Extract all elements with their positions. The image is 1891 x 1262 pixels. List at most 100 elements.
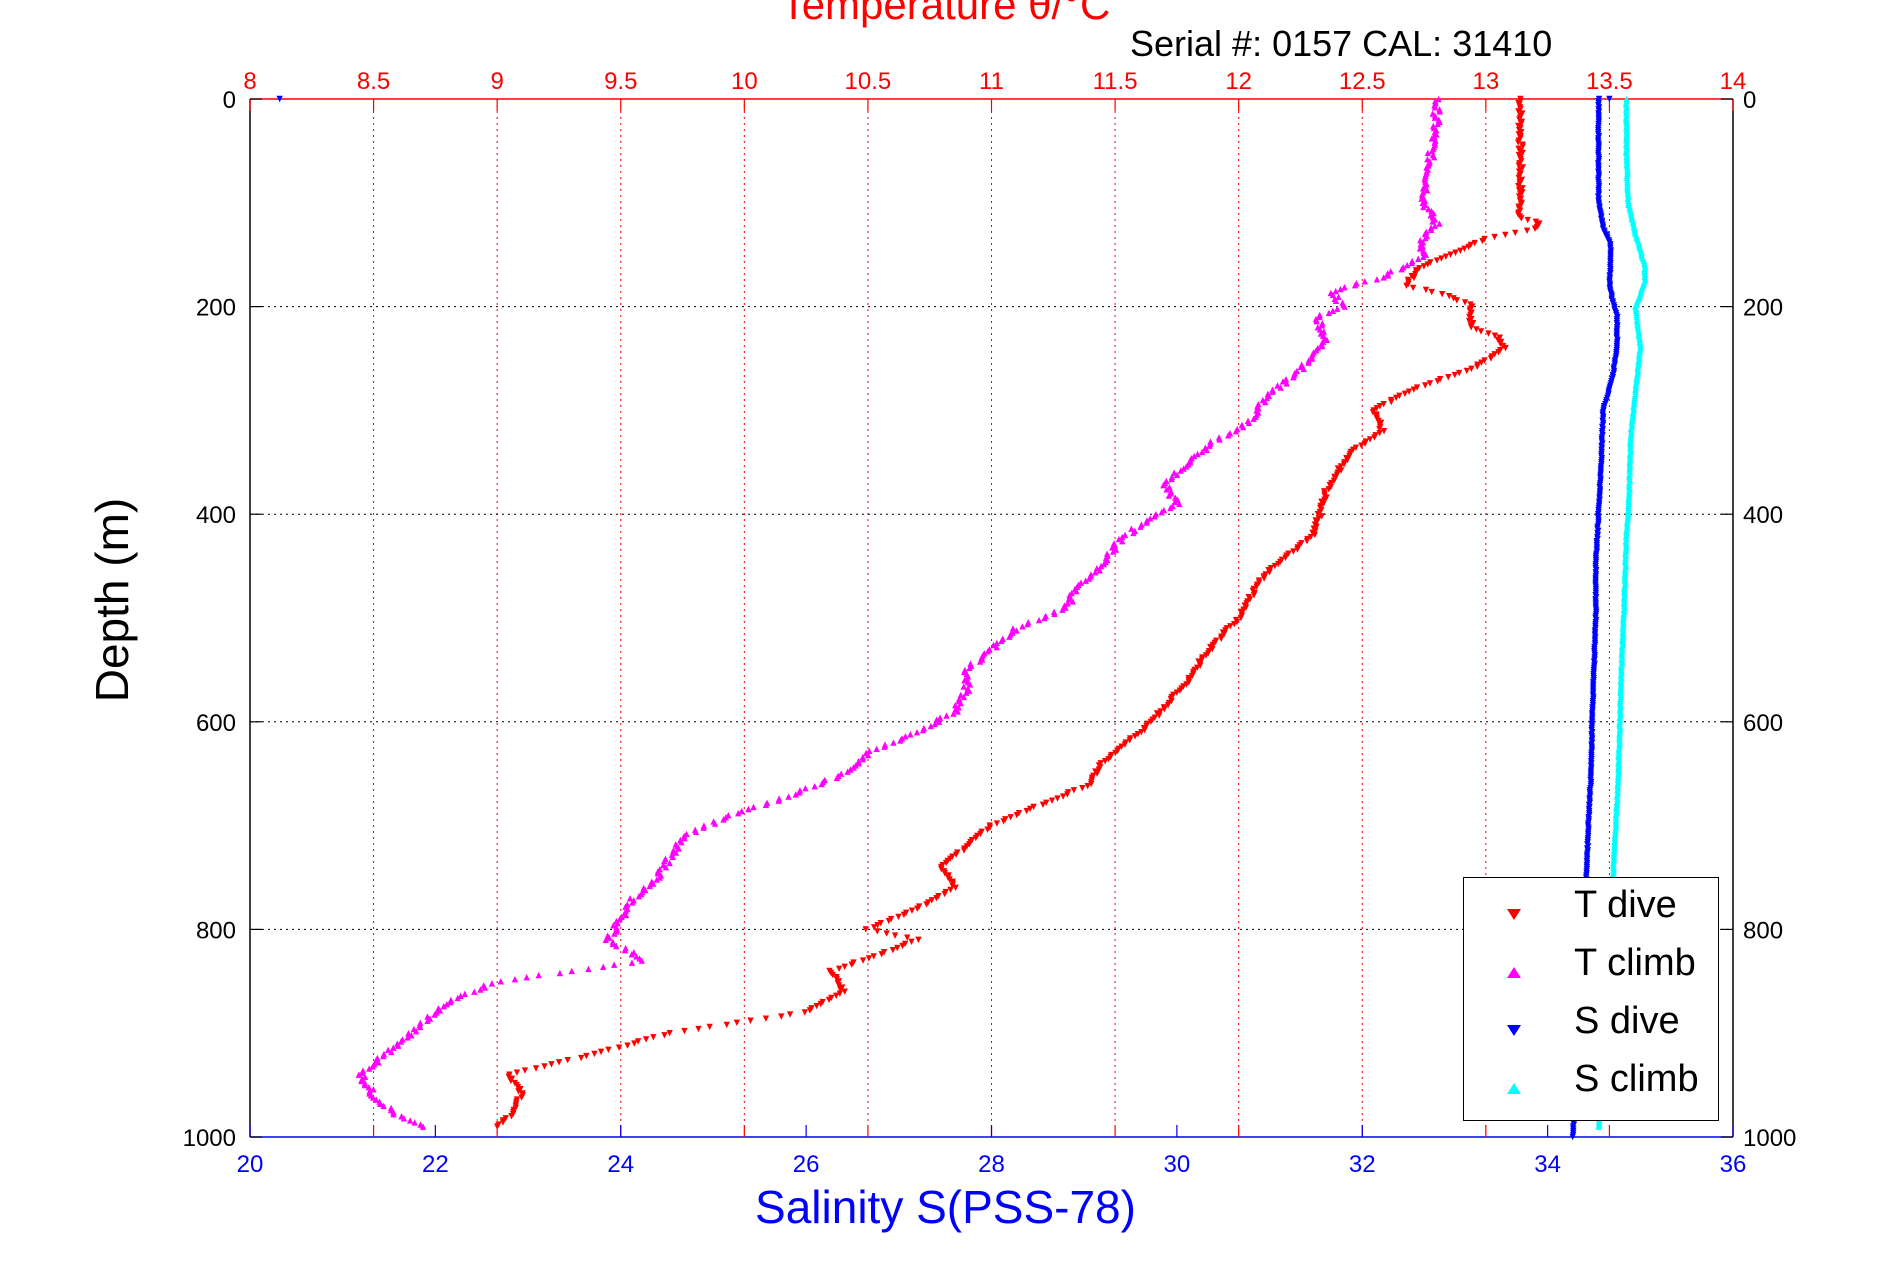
t-climb-point [1245, 419, 1253, 427]
t-climb-point [984, 648, 992, 655]
triangle-up-icon [1507, 967, 1521, 978]
legend-item-t-climb: T climb [1464, 940, 1718, 998]
t-dive-point [1442, 253, 1450, 260]
t-climb-point [365, 1083, 373, 1091]
t-dive-point [928, 897, 936, 904]
t-dive-point [1491, 351, 1498, 358]
t-dive-point [1491, 332, 1499, 339]
s-climb-point [1595, 1123, 1602, 1130]
t-climb-point [1147, 515, 1154, 522]
t-dive-point [993, 820, 1001, 827]
t-dive-point [1023, 807, 1030, 815]
t-dive-point [1250, 591, 1258, 599]
t-climb-point [1137, 523, 1144, 530]
t-climb-point [366, 1065, 373, 1072]
t-dive-point [1523, 227, 1531, 235]
t-dive-point [1515, 187, 1523, 194]
t-climb-point [966, 664, 973, 672]
t-climb-point [1118, 537, 1126, 545]
t-climb-point [669, 853, 676, 860]
t-climb-point [1163, 486, 1170, 493]
temperature-tick-label: 11.5 [1093, 68, 1138, 95]
t-climb-point [1435, 95, 1442, 103]
t-dive-point [1495, 349, 1502, 356]
legend-label: T climb [1574, 942, 1696, 984]
t-dive-point [518, 1094, 525, 1101]
t-climb-point [1274, 382, 1281, 389]
temperature-tick-label: 8.5 [357, 68, 390, 95]
t-dive-point [1164, 701, 1172, 709]
t-dive-point [508, 1113, 515, 1120]
t-dive-point [1426, 380, 1434, 387]
t-dive-point [1401, 390, 1409, 397]
t-dive-point [870, 924, 878, 931]
t-dive-point [1515, 174, 1522, 182]
t-climb-point [1424, 149, 1431, 157]
t-dive-point [1220, 631, 1228, 638]
t-dive-point [1275, 560, 1282, 568]
t-climb-point [373, 1096, 380, 1103]
triangle-down-icon [1507, 909, 1521, 920]
t-climb-point [1329, 307, 1337, 314]
t-dive-point [1487, 355, 1495, 362]
depth-tick-label: 600 [1743, 710, 1783, 737]
t-climb-point [954, 708, 961, 715]
t-dive-point [1452, 249, 1459, 256]
t-climb-point [638, 957, 646, 964]
t-climb-point [1109, 544, 1116, 551]
t-climb-point [1431, 114, 1439, 121]
t-dive-point [1445, 373, 1452, 381]
t-dive-point [1188, 672, 1196, 680]
t-climb-point [1110, 548, 1117, 555]
t-dive-point [1231, 621, 1238, 628]
t-dive-point [1478, 359, 1485, 366]
t-climb-point [1384, 272, 1392, 279]
depth-tick-label: 400 [196, 502, 236, 529]
legend-label: S dive [1574, 1000, 1680, 1042]
t-dive-point [505, 1073, 512, 1080]
t-climb-point [902, 733, 909, 740]
t-climb-point [1318, 342, 1326, 350]
t-climb-point [1250, 415, 1257, 422]
t-climb-point [936, 714, 944, 721]
t-climb-point [400, 1115, 408, 1122]
t-climb-point [1082, 577, 1089, 584]
t-climb-point [388, 1048, 395, 1056]
t-dive-point [1403, 282, 1410, 290]
t-climb-point [1130, 529, 1137, 537]
t-dive-point [1157, 708, 1164, 715]
t-climb-point [370, 1094, 377, 1101]
t-dive-point [1313, 523, 1320, 530]
t-climb-point [384, 1046, 392, 1054]
t-climb-point [1092, 569, 1099, 576]
t-dive-point [1039, 801, 1047, 809]
t-climb-point [935, 718, 943, 725]
t-climb-point [1160, 481, 1167, 489]
t-dive-point [806, 1007, 814, 1014]
t-climb-point [993, 643, 1000, 651]
depth-tick-label: 1000 [183, 1125, 236, 1152]
t-dive-point [1376, 403, 1384, 410]
t-climb-point [1176, 500, 1183, 508]
t-climb-point [1225, 432, 1232, 439]
t-climb-point [1041, 614, 1048, 622]
t-dive-point [933, 895, 940, 902]
t-climb-point [646, 882, 653, 890]
t-climb-point [1073, 587, 1080, 595]
t-climb-point [556, 969, 564, 977]
legend-item-t-dive: T dive [1464, 882, 1718, 940]
t-dive-point [865, 955, 873, 962]
t-dive-point [859, 957, 867, 964]
depth-tick-label: 600 [196, 710, 236, 737]
t-dive-point [960, 847, 968, 854]
t-climb-point [1313, 317, 1320, 325]
t-dive-point [1524, 216, 1531, 224]
t-dive-point [1209, 645, 1216, 653]
t-dive-point [577, 1054, 585, 1062]
t-dive-point [1361, 440, 1369, 447]
t-dive-point [1105, 755, 1112, 763]
t-dive-point [1532, 218, 1540, 226]
temperature-tick-label: 12 [1225, 68, 1252, 95]
t-dive-point [1447, 251, 1454, 258]
